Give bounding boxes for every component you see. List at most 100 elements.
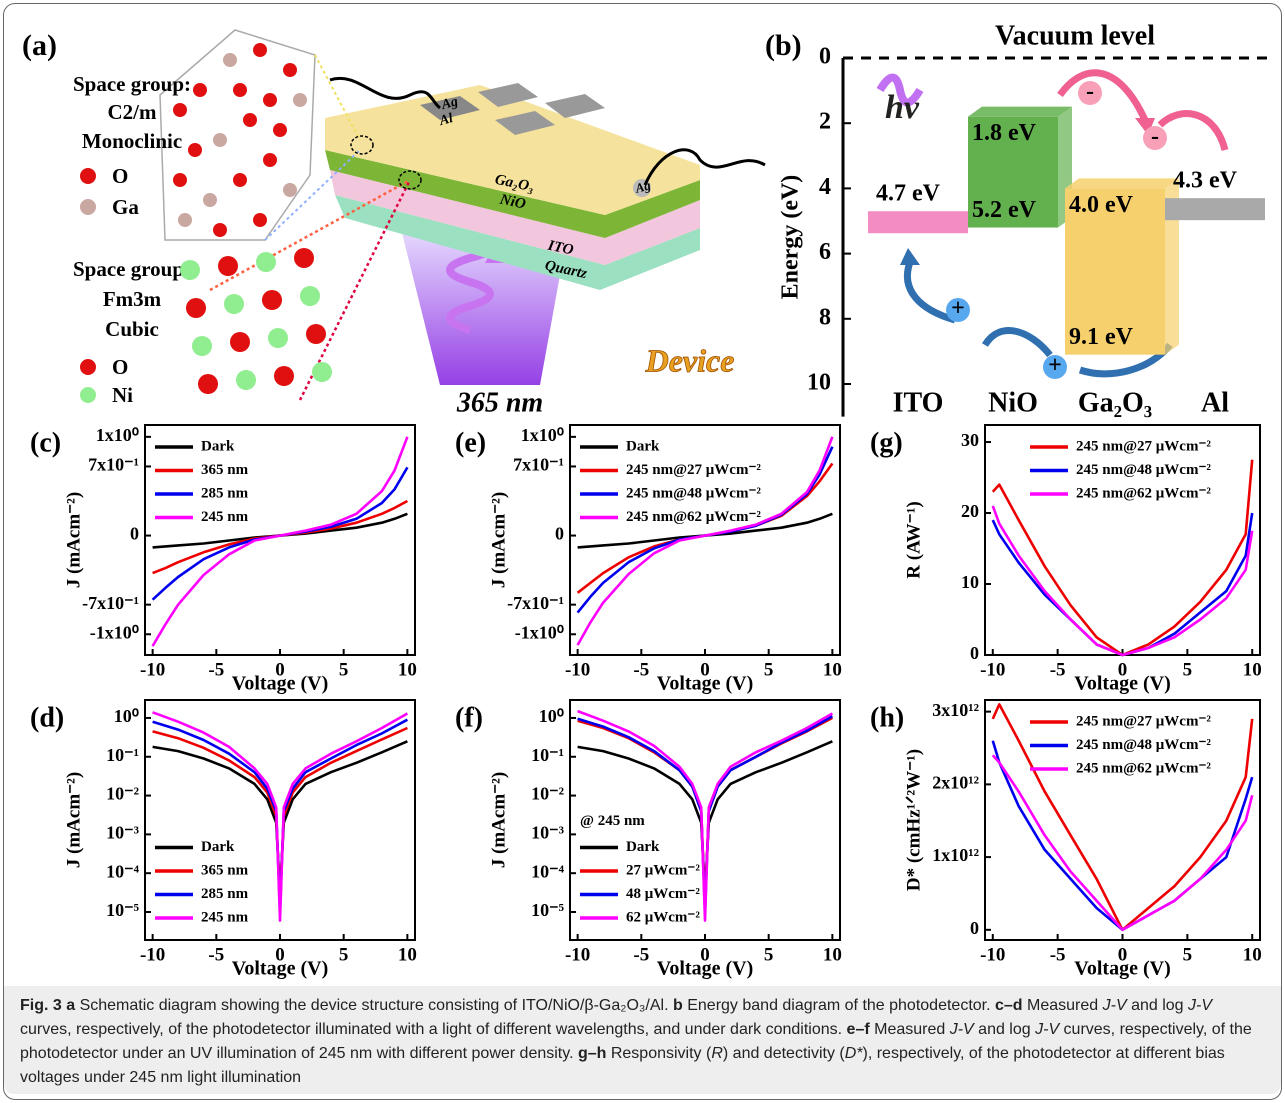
legend-label: 245 nm@62 μWcm⁻² (1076, 485, 1211, 501)
charge: - (1151, 124, 1159, 150)
crystal-text: Space group: (73, 257, 191, 281)
caption-label: Fig. 3 a (20, 997, 75, 1014)
legend-label: 245 nm@27 μWcm⁻² (1076, 438, 1211, 454)
band (1165, 198, 1265, 220)
band-top (968, 107, 1072, 117)
caption-text: J-V (1103, 997, 1127, 1014)
y-axis-label: J (mAcm⁻²) (63, 492, 84, 588)
atom (294, 248, 314, 268)
caption-text: J-V (1035, 1021, 1059, 1038)
legend-label: 48 μWcm⁻² (626, 886, 700, 902)
atom-key (80, 387, 96, 403)
band-label: 1.8 eV (972, 120, 1037, 146)
atom (273, 123, 287, 137)
band-label: 4.0 eV (1069, 192, 1134, 218)
x-tick-label: -10 (980, 944, 1005, 965)
y-tick-label: 10⁻² (106, 784, 139, 804)
crystal-text: C2/m (108, 100, 158, 124)
band-label: 4.3 eV (1173, 168, 1238, 194)
legend-label: 27 μWcm⁻² (626, 862, 700, 878)
atom (198, 374, 218, 394)
caption: Fig. 3 a Schematic diagram showing the d… (4, 986, 1281, 1094)
band-label: 4.7 eV (876, 181, 941, 207)
legend-label: Dark (626, 438, 660, 454)
y-tick-label: 10⁰ (114, 706, 139, 726)
legend-label: 285 nm (201, 485, 249, 501)
atom (224, 294, 244, 314)
atom (253, 213, 267, 227)
caption-text: D* (845, 1045, 863, 1062)
y-tick-label: 0 (970, 643, 979, 663)
atom-key (80, 168, 96, 184)
panel-label: (g) (870, 427, 903, 458)
x-tick-label: 10 (1243, 944, 1262, 965)
series-line (153, 467, 408, 599)
series-line (993, 755, 1252, 930)
atom-name: O (112, 355, 128, 379)
panel-label: (b) (765, 29, 802, 62)
x-tick-label: 5 (764, 944, 774, 965)
arrowhead (900, 248, 920, 265)
x-tick-label: -10 (565, 944, 590, 965)
y-tick-label: 0 (130, 524, 139, 544)
panel-label: (f) (455, 702, 483, 733)
caption-text: curves, respectively, of the photodetect… (20, 1021, 847, 1038)
caption-text: Measured (1023, 997, 1103, 1014)
x-tick-label: 5 (764, 659, 774, 680)
atom (203, 193, 217, 207)
caption-text: J-V (1188, 997, 1212, 1014)
plot-frame (985, 425, 1260, 655)
x-tick-label: 5 (1183, 659, 1193, 680)
legend-label: Dark (626, 839, 660, 855)
caption-text: J-V (950, 1021, 974, 1038)
y-tick-label: 6 (819, 239, 831, 265)
atom (236, 370, 256, 390)
y-axis-label: Energy (eV) (778, 175, 804, 300)
atom-name: O (112, 164, 128, 188)
legend-label: 245 nm@48 μWcm⁻² (1076, 737, 1211, 753)
atom (300, 286, 320, 306)
y-tick-label: 7x10⁻¹ (513, 455, 564, 475)
y-tick-label: 4 (819, 174, 831, 200)
y-tick-label: 10⁻⁵ (106, 900, 140, 920)
device-label: Device (645, 342, 735, 378)
atom (253, 43, 267, 57)
x-tick-label: 0 (700, 944, 710, 965)
y-tick-label: 1x10⁰ (521, 425, 564, 445)
x-tick-label: 10 (823, 659, 842, 680)
band-label: 5.2 eV (972, 197, 1037, 223)
panel-a: (a) Space group: C2/m Monoclinic O Ga Sp… (22, 29, 765, 419)
x-tick-label: 0 (1118, 944, 1128, 965)
atom (263, 153, 277, 167)
y-axis-label: J (mAcm⁻²) (488, 772, 509, 868)
legend-label: Dark (201, 438, 235, 454)
legend-label: 365 nm (201, 462, 249, 478)
x-tick-label: 10 (398, 944, 417, 965)
x-tick-label: 10 (1243, 659, 1262, 680)
atom (312, 362, 332, 382)
atom (268, 328, 288, 348)
y-tick-label: 20 (961, 501, 979, 521)
legend-label: 285 nm (201, 886, 249, 902)
x-tick-label: -10 (140, 659, 165, 680)
crystal-text: Cubic (105, 317, 159, 341)
y-tick-label: -1x10⁰ (90, 622, 139, 642)
charge: + (951, 296, 965, 322)
caption-text: Responsivity ( (606, 1045, 711, 1062)
atom (178, 213, 192, 227)
atom (263, 93, 277, 107)
caption-label: e–f (847, 1021, 870, 1038)
legend-label: 245 nm (201, 909, 249, 925)
atom (218, 256, 238, 276)
y-tick-label: -7x10⁻¹ (82, 593, 139, 613)
annotation: @ 245 nm (580, 813, 645, 829)
y-tick-label: 10 (961, 572, 979, 592)
y-axis-label: J (mAcm⁻²) (488, 492, 509, 588)
y-tick-label: 8 (819, 304, 831, 330)
atom (233, 173, 247, 187)
caption-text: ) and detectivity ( (723, 1045, 845, 1062)
atom-name: Ni (112, 383, 133, 407)
x-tick-label: 0 (700, 659, 710, 680)
atom (213, 133, 227, 147)
y-tick-label: 2x10¹² (932, 772, 979, 792)
